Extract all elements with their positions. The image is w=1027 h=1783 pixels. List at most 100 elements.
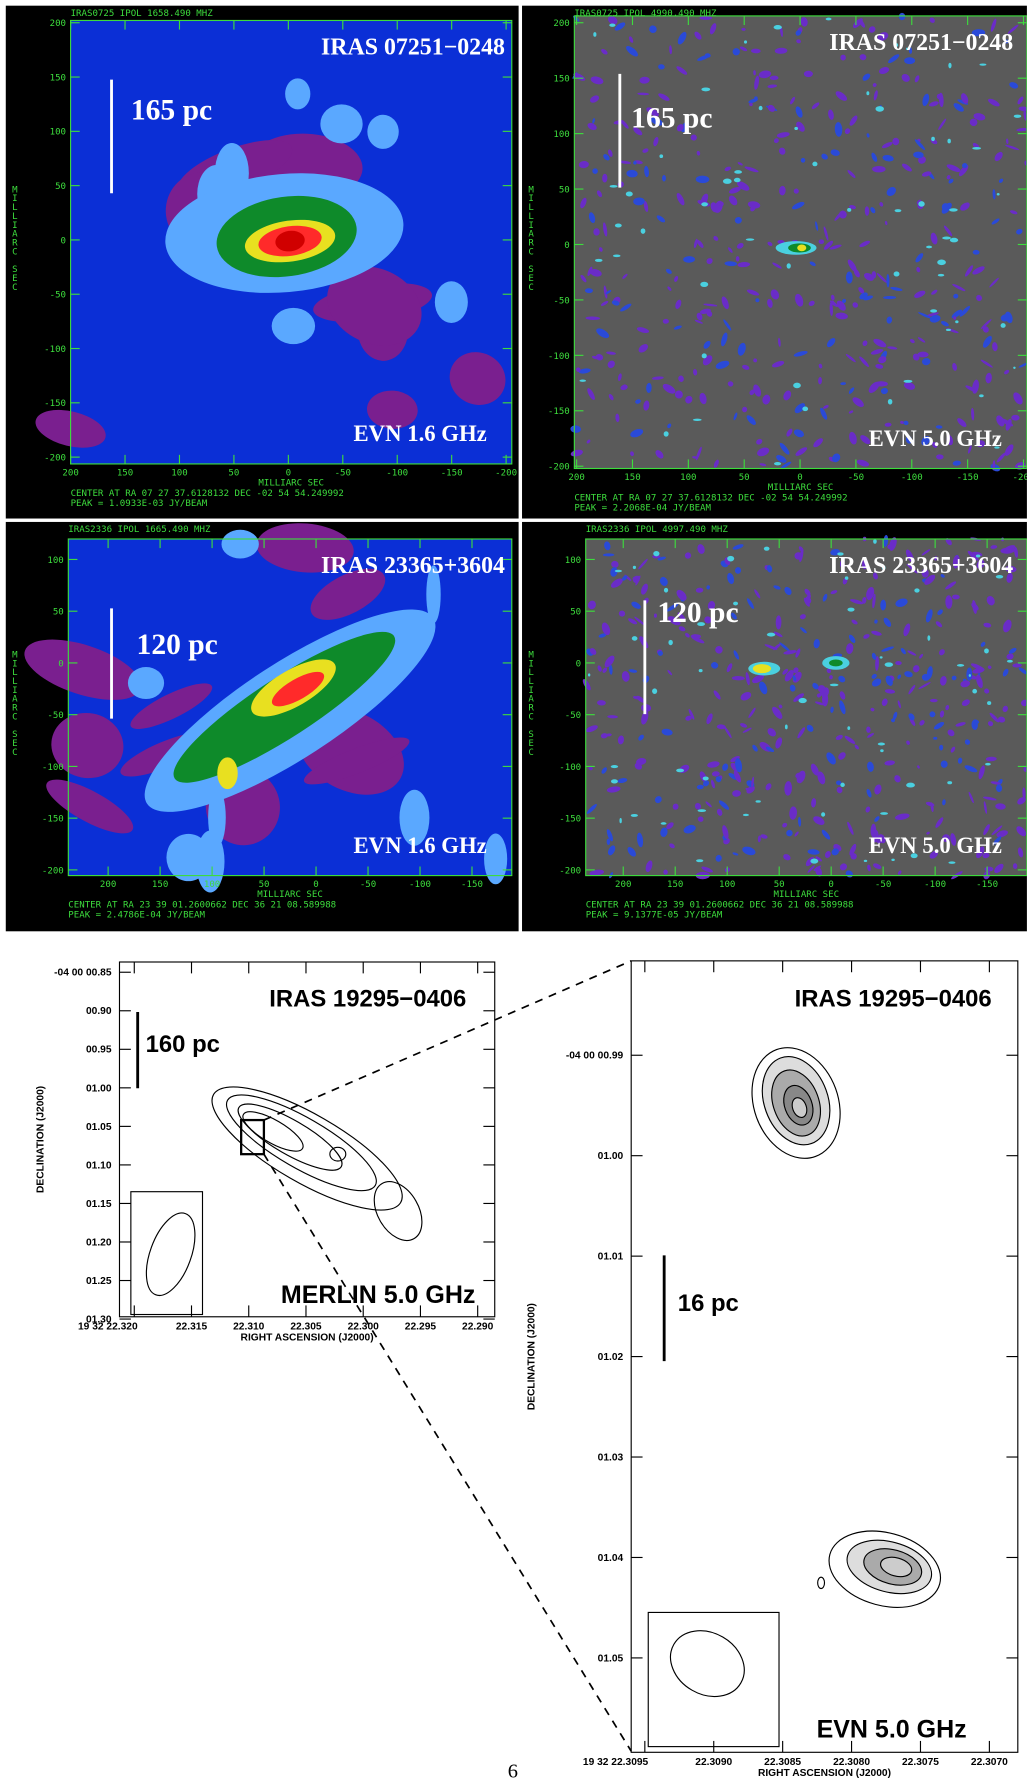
emission xyxy=(794,127,798,130)
source-name: IRAS 23365+3604 xyxy=(829,553,1013,579)
y-tick-label: 01.04 xyxy=(598,1553,624,1564)
emission xyxy=(701,87,710,91)
emission xyxy=(866,91,869,95)
y-tick-label: 50 xyxy=(570,608,581,618)
radio-map-panel: 100500-50-100-150-200200150100500-50-100… xyxy=(6,519,519,931)
emission xyxy=(774,462,781,465)
emission xyxy=(798,698,806,703)
emission xyxy=(949,208,958,211)
y-tick-label: -100 xyxy=(559,763,581,773)
emission xyxy=(785,724,788,729)
emission xyxy=(746,238,755,240)
y-tick-label: 00.95 xyxy=(86,1045,112,1056)
x-tick-label: -100 xyxy=(409,880,431,890)
emission xyxy=(668,640,672,645)
map-center: CENTER AT RA 23 39 01.2600662 DEC 36 21 … xyxy=(68,900,336,910)
scale-label: 16 pc xyxy=(678,1290,739,1317)
emission xyxy=(957,664,964,667)
page-number: 6 xyxy=(508,1760,518,1782)
emission xyxy=(664,588,668,593)
emission xyxy=(926,246,932,249)
map-peak: PEAK = 9.1377E-05 JY/BEAM xyxy=(586,911,723,921)
y-tick-label: 01.00 xyxy=(86,1083,112,1094)
emission xyxy=(756,800,761,802)
emission xyxy=(128,667,164,699)
emission xyxy=(847,608,854,612)
emission xyxy=(938,274,944,277)
x-tick-label: 150 xyxy=(624,473,640,483)
map-header: IRAS2336 IPOL 4997.490 MHZ xyxy=(586,525,729,535)
scale-label: 120 pc xyxy=(657,597,738,629)
x-tick-label: 50 xyxy=(259,880,270,890)
x-axis-label: RIGHT ASCENSION (J2000) xyxy=(241,1333,374,1344)
emission xyxy=(579,380,585,382)
emission xyxy=(948,861,955,863)
x-tick-label: 100 xyxy=(204,880,220,890)
emission xyxy=(875,106,883,112)
y-axis-label: MILLIARC SEC xyxy=(526,650,536,756)
y-tick-label: -100 xyxy=(44,345,66,355)
emission xyxy=(615,224,622,228)
contour-map-panel: -04 00 00.8500.9000.9501.0001.0501.1001.… xyxy=(35,962,494,1344)
emission xyxy=(626,192,633,197)
y-tick-label: 200 xyxy=(50,19,66,29)
emission xyxy=(937,94,942,100)
emission xyxy=(888,399,893,405)
x-tick-label: 19 32 22.320 xyxy=(78,1321,138,1332)
emission xyxy=(662,175,666,181)
emission xyxy=(984,648,989,653)
x-tick-label: 0 xyxy=(828,880,833,890)
x-tick-label: 22.3080 xyxy=(833,1757,870,1768)
emission xyxy=(894,271,900,276)
y-tick-label: -04 00 00.99 xyxy=(566,1051,624,1062)
emission xyxy=(367,115,398,149)
emission xyxy=(767,633,775,637)
y-tick-label: -200 xyxy=(42,866,64,876)
emission xyxy=(1014,115,1021,118)
source-name: IRAS 19295−0406 xyxy=(795,985,992,1012)
scale-label: 165 pc xyxy=(131,94,212,126)
emission xyxy=(903,380,912,383)
emission xyxy=(435,281,468,323)
emission xyxy=(676,769,684,773)
y-tick-label: 0 xyxy=(576,659,581,669)
y-axis-label: MILLIARC SEC xyxy=(526,185,536,291)
x-axis-label: MILLIARC SEC xyxy=(258,479,324,489)
emission xyxy=(272,308,315,344)
y-tick-label: 01.01 xyxy=(598,1252,624,1263)
emission xyxy=(619,818,621,823)
radio-map-panel: 200150100500-50-100-150-200200150100500-… xyxy=(522,6,1027,519)
x-tick-label: 50 xyxy=(228,468,239,478)
x-tick-label: 22.300 xyxy=(348,1321,380,1332)
emission xyxy=(743,814,749,816)
emission xyxy=(1007,660,1013,663)
source-name: IRAS 23365+3604 xyxy=(321,553,505,579)
radio-map-panel: 100500-50-100-150-200200150100500-50-100… xyxy=(522,522,1027,931)
x-tick-label: 150 xyxy=(667,880,683,890)
y-tick-label: 100 xyxy=(50,128,66,138)
emission xyxy=(810,858,818,863)
x-tick-label: -100 xyxy=(924,880,946,890)
scale-label: 165 pc xyxy=(631,102,712,134)
y-tick-label: 100 xyxy=(553,130,569,140)
emission xyxy=(723,179,732,184)
contour-map-panel: -04 00 00.9901.0001.0101.0201.0301.0401.… xyxy=(527,961,1018,1779)
x-axis-label: MILLIARC SEC xyxy=(768,483,834,493)
band-label: MERLIN 5.0 GHz xyxy=(281,1281,475,1309)
y-tick-label: 100 xyxy=(47,556,63,566)
emission xyxy=(641,228,646,233)
x-tick-label: -200 xyxy=(1013,473,1027,483)
emission xyxy=(703,776,709,780)
emission xyxy=(588,673,590,676)
y-tick-label: 50 xyxy=(55,182,66,192)
emission xyxy=(826,18,832,21)
emission xyxy=(693,419,702,421)
emission xyxy=(764,547,770,551)
emission xyxy=(930,309,937,312)
emission xyxy=(797,244,806,251)
emission xyxy=(840,783,845,787)
emission xyxy=(873,539,877,544)
y-tick-label: 01.00 xyxy=(598,1151,624,1162)
emission xyxy=(320,104,362,143)
y-tick-label: 01.05 xyxy=(598,1653,624,1664)
